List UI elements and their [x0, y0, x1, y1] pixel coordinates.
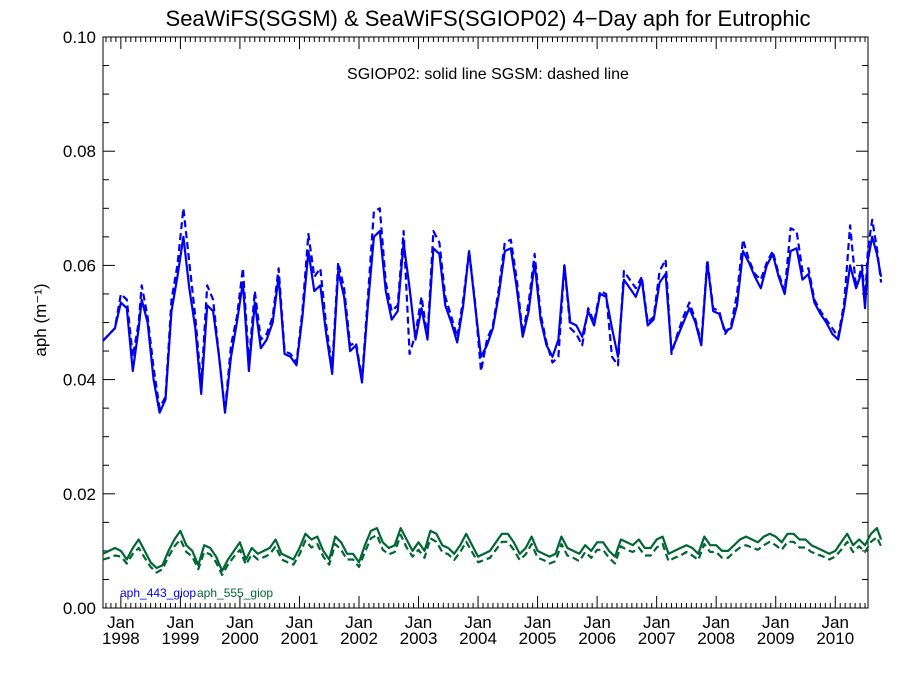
y-tick-label: 0.04	[63, 371, 96, 390]
x-tick-year-label: 2008	[697, 629, 735, 648]
legend-entry-aph-443-giop: aph_443_giop	[120, 586, 196, 600]
x-tick-year-label: 2007	[638, 629, 676, 648]
x-tick-month-label: Jan	[822, 613, 849, 632]
plot-frame	[102, 36, 869, 609]
series-line-aph-555-giop	[102, 527, 883, 572]
x-tick-month-label: Jan	[107, 613, 134, 632]
x-tick-year-label: 2000	[221, 629, 259, 648]
x-tick-month-label: Jan	[167, 613, 194, 632]
x-tick-month-label: Jan	[286, 613, 313, 632]
x-tick-year-label: 2010	[816, 629, 854, 648]
series-line-aph-443-giop	[102, 230, 883, 414]
x-tick-month-label: Jan	[583, 613, 610, 632]
x-tick-month-label: Jan	[702, 613, 729, 632]
chart-title: SeaWiFS(SGSM) & SeaWiFS(SGIOP02) 4−Day a…	[166, 6, 811, 31]
series-line-aph-443-gsm	[102, 207, 883, 413]
x-tick-month-label: Jan	[405, 613, 432, 632]
x-tick-year-label: 2009	[757, 629, 795, 648]
x-tick-year-label: 2005	[519, 629, 557, 648]
x-tick-year-label: 2002	[340, 629, 378, 648]
x-tick-year-label: 1998	[102, 629, 140, 648]
x-tick-month-label: Jan	[226, 613, 253, 632]
x-tick-year-label: 2006	[578, 629, 616, 648]
x-tick-year-label: 2004	[459, 629, 497, 648]
x-tick-month-label: Jan	[464, 613, 491, 632]
x-tick-month-label: Jan	[643, 613, 670, 632]
x-tick-year-label: 2003	[400, 629, 438, 648]
x-tick-year-label: 2001	[281, 629, 319, 648]
x-tick-month-label: Jan	[762, 613, 789, 632]
x-tick-month-label: Jan	[524, 613, 551, 632]
line-style-note: SGIOP02: solid line SGSM: dashed line	[347, 66, 629, 83]
y-tick-label: 0.06	[63, 256, 96, 275]
y-tick-label: 0.10	[63, 28, 96, 47]
y-tick-label: 0.02	[63, 485, 96, 504]
y-tick-label: 0.08	[63, 142, 96, 161]
legend-entry-aph-555-giop: aph_555_giop	[197, 586, 273, 600]
x-tick-year-label: 1999	[161, 629, 199, 648]
plot-area: 0.000.020.040.060.080.10Jan1998Jan1999Ja…	[63, 28, 883, 648]
x-tick-month-label: Jan	[345, 613, 372, 632]
series-line-aph-555-gsm	[102, 533, 883, 576]
y-axis-label: aph (m⁻¹)	[31, 283, 50, 356]
y-tick-label: 0.00	[63, 599, 96, 618]
